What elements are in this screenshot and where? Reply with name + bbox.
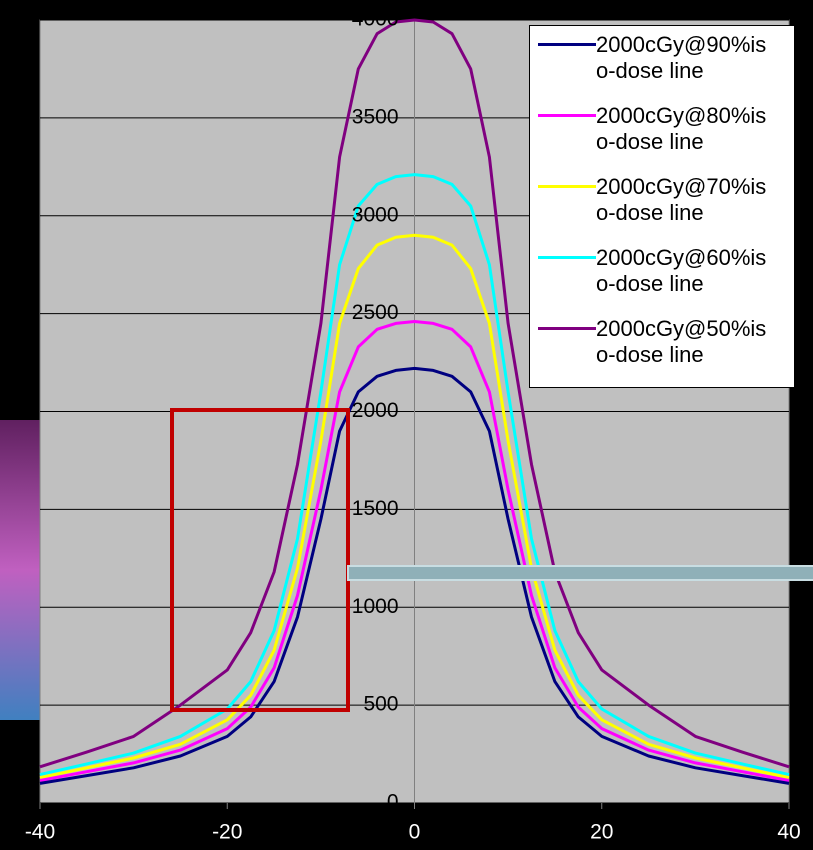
legend-swatch: [538, 185, 596, 188]
legend-label: 2000cGy@50%iso-dose line: [596, 316, 767, 367]
y-tick-label: 0: [387, 791, 399, 814]
legend-item: 2000cGy@70%iso-dose line: [538, 174, 794, 245]
legend-item: 2000cGy@60%iso-dose line: [538, 245, 794, 316]
legend-label: 2000cGy@80%iso-dose line: [596, 103, 767, 154]
legend-label: 2000cGy@90%iso-dose line: [596, 32, 767, 83]
x-tick-label: -40: [25, 821, 55, 844]
y-tick-label: 2000: [352, 399, 399, 422]
legend-swatch: [538, 327, 596, 330]
x-tick-label: 40: [777, 821, 800, 844]
background-image: [0, 420, 40, 720]
pointer-bar: [347, 565, 813, 581]
data-line: [39, 18, 790, 769]
legend-item: 2000cGy@80%iso-dose line: [538, 103, 794, 174]
legend: 2000cGy@90%iso-dose line 2000cGy@80%iso-d…: [529, 25, 795, 388]
y-tick-label: 2500: [352, 301, 399, 324]
x-tick-label: 20: [590, 821, 613, 844]
legend-item: 2000cGy@50%iso-dose line: [538, 316, 794, 387]
x-tick-label: 0: [409, 821, 421, 844]
data-line: [39, 320, 790, 782]
y-tick-label: 1000: [352, 595, 399, 618]
data-line: [39, 173, 790, 777]
data-line: [39, 366, 790, 785]
legend-item: 2000cGy@90%iso-dose line: [538, 32, 794, 103]
legend-swatch: [538, 256, 596, 259]
y-tick-label: 500: [363, 693, 398, 716]
y-tick-label: 3000: [352, 203, 399, 226]
legend-label: 2000cGy@70%iso-dose line: [596, 174, 767, 225]
legend-swatch: [538, 43, 596, 46]
y-tick-label: 3500: [352, 105, 399, 128]
y-tick-label: 1500: [352, 497, 399, 520]
highlight-box: [170, 408, 350, 712]
y-tick-label: 4000: [352, 8, 399, 31]
x-tick-label: -20: [212, 821, 242, 844]
legend-label: 2000cGy@60%iso-dose line: [596, 245, 767, 296]
legend-swatch: [538, 114, 596, 117]
